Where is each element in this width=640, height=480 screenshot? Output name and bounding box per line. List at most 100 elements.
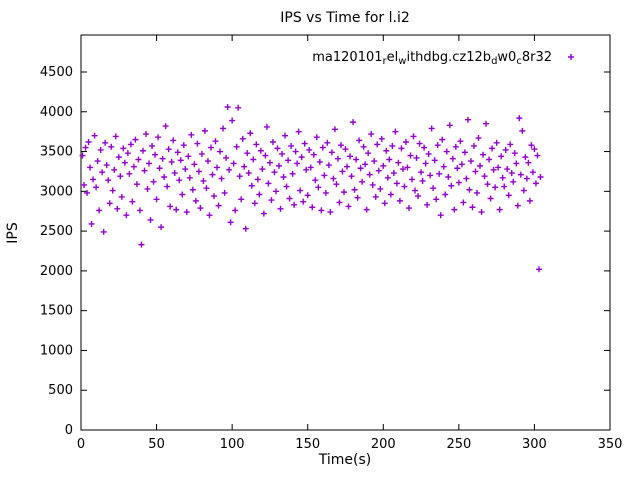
data-point-plus-icon — [185, 153, 192, 160]
data-point-plus-icon — [91, 132, 98, 139]
data-point-plus-icon — [108, 143, 115, 150]
data-point-plus-icon — [303, 166, 310, 173]
data-point-plus-icon — [133, 181, 140, 188]
data-point-plus-icon — [315, 184, 322, 191]
data-point-plus-icon — [168, 158, 175, 165]
data-point-plus-icon — [129, 198, 136, 205]
data-point-plus-icon — [254, 176, 261, 183]
data-point-plus-icon — [159, 155, 166, 162]
data-point-plus-icon — [201, 127, 208, 134]
data-point-plus-icon — [192, 197, 199, 204]
data-point-plus-icon — [371, 158, 378, 165]
data-point-plus-icon — [526, 197, 533, 204]
data-point-plus-icon — [381, 200, 388, 207]
data-point-plus-icon — [114, 205, 121, 212]
data-point-plus-icon — [330, 175, 337, 182]
data-point-plus-icon — [149, 142, 156, 149]
data-point-plus-icon — [514, 202, 521, 209]
data-point-plus-icon — [138, 241, 145, 248]
data-point-plus-icon — [431, 157, 438, 164]
data-point-plus-icon — [232, 207, 239, 214]
data-point-plus-icon — [174, 149, 181, 156]
data-point-plus-icon — [285, 157, 292, 164]
data-point-plus-icon — [520, 187, 527, 194]
data-point-plus-icon — [318, 207, 325, 214]
data-point-plus-icon — [260, 210, 267, 217]
data-point-plus-icon — [405, 205, 412, 212]
data-point-plus-icon — [478, 209, 485, 216]
data-point-plus-icon — [211, 193, 218, 200]
data-point-plus-icon — [336, 199, 343, 206]
data-point-plus-icon — [286, 195, 293, 202]
data-point-plus-icon — [433, 196, 440, 203]
x-tick-label: 300 — [522, 437, 547, 452]
legend-marker-plus-icon — [568, 54, 574, 60]
data-point-plus-icon — [115, 154, 122, 161]
data-point-plus-icon — [223, 154, 230, 161]
data-point-plus-icon — [525, 159, 532, 166]
data-point-plus-icon — [463, 175, 470, 182]
y-tick-label: 2500 — [40, 224, 73, 239]
data-point-plus-icon — [529, 169, 536, 176]
data-point-plus-icon — [510, 178, 517, 185]
data-point-plus-icon — [227, 219, 234, 226]
data-point-plus-icon — [283, 183, 290, 190]
data-point-plus-icon — [366, 171, 373, 178]
y-tick-label: 0 — [65, 423, 73, 438]
data-point-plus-icon — [191, 161, 198, 168]
data-point-plus-icon — [224, 103, 231, 110]
data-point-plus-icon — [136, 207, 143, 214]
data-point-plus-icon — [445, 174, 452, 181]
data-point-plus-icon — [325, 162, 332, 169]
data-point-plus-icon — [220, 125, 227, 132]
data-point-plus-icon — [127, 141, 134, 148]
data-point-plus-icon — [294, 160, 301, 167]
data-point-plus-icon — [333, 181, 340, 188]
data-point-plus-icon — [118, 193, 125, 200]
data-point-plus-icon — [369, 181, 376, 188]
data-point-plus-icon — [152, 151, 159, 158]
data-point-plus-icon — [504, 166, 511, 173]
data-point-plus-icon — [418, 169, 425, 176]
data-point-plus-icon — [250, 156, 257, 163]
data-point-plus-icon — [176, 177, 183, 184]
data-point-plus-icon — [275, 162, 282, 169]
data-point-plus-icon — [460, 199, 467, 206]
x-ticks — [80, 35, 611, 430]
data-point-plus-icon — [236, 173, 243, 180]
plot-border — [80, 34, 611, 431]
data-point-plus-icon — [389, 142, 396, 149]
data-point-plus-icon — [439, 136, 446, 143]
x-tick-label: 250 — [446, 437, 471, 452]
data-point-plus-icon — [141, 167, 148, 174]
data-point-plus-icon — [155, 134, 162, 141]
data-point-plus-icon — [501, 183, 508, 190]
y-tick-label: 3000 — [40, 184, 73, 199]
data-point-plus-icon — [99, 169, 106, 176]
data-point-plus-icon — [535, 266, 542, 273]
data-point-plus-icon — [194, 140, 201, 147]
data-point-plus-icon — [207, 144, 214, 151]
data-point-plus-icon — [97, 146, 104, 153]
data-point-plus-icon — [396, 197, 403, 204]
data-point-plus-icon — [298, 154, 305, 161]
data-point-plus-icon — [106, 200, 113, 207]
data-point-plus-icon — [171, 170, 178, 177]
data-point-plus-icon — [214, 164, 221, 171]
data-point-plus-icon — [146, 160, 153, 167]
data-point-plus-icon — [464, 116, 471, 123]
data-point-plus-icon — [161, 174, 168, 181]
data-point-plus-icon — [142, 131, 149, 138]
data-point-plus-icon — [256, 191, 263, 198]
data-point-plus-icon — [183, 209, 190, 216]
data-point-plus-icon — [386, 156, 393, 163]
data-point-plus-icon — [215, 202, 222, 209]
data-point-plus-icon — [470, 142, 477, 149]
data-point-plus-icon — [437, 212, 444, 219]
data-point-plus-icon — [398, 145, 405, 152]
y-tick-labels: 0 500 1000 1500 2000 2500 3000 3500 4000 4500 — [40, 65, 73, 438]
data-point-plus-icon — [334, 155, 341, 162]
data-point-plus-icon — [312, 177, 319, 184]
data-point-plus-icon — [443, 148, 450, 155]
